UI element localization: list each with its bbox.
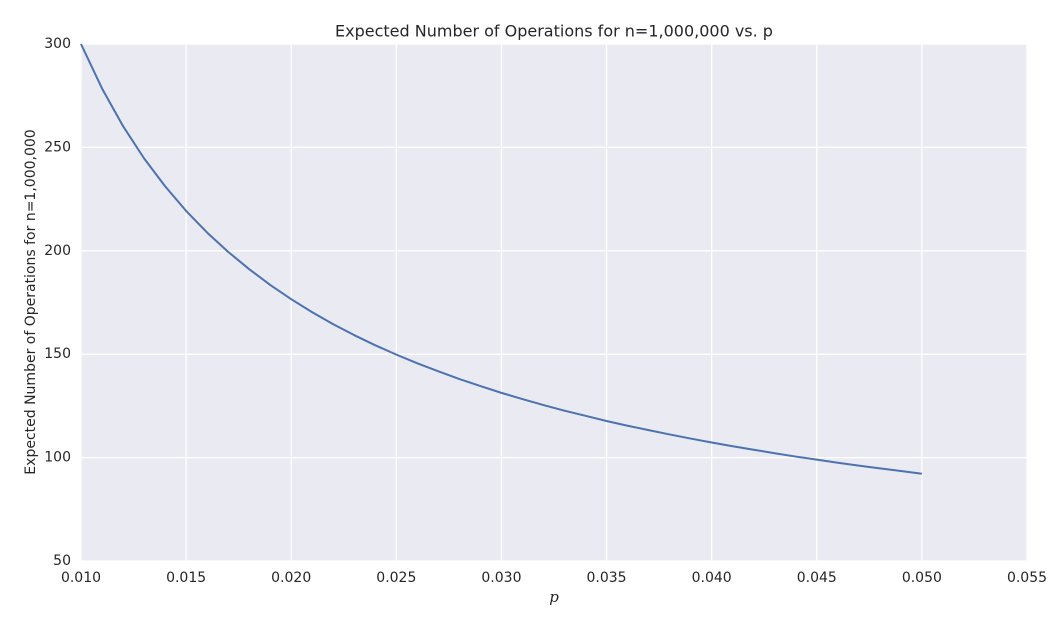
x-tick-label: 0.010: [61, 570, 101, 586]
x-tick-label: 0.030: [481, 570, 521, 586]
y-tick-label: 50: [53, 553, 71, 569]
y-tick-label: 300: [44, 36, 71, 52]
plot-area: [81, 44, 1027, 561]
y-tick-label: 100: [44, 450, 71, 466]
x-tick-label: 0.015: [166, 570, 206, 586]
y-tick-label: 250: [44, 139, 71, 155]
chart-title: Expected Number of Operations for n=1,00…: [335, 22, 773, 41]
y-tick-label: 200: [44, 243, 71, 259]
x-tick-label: 0.040: [692, 570, 732, 586]
y-axis-label: Expected Number of Operations for n=1,00…: [23, 129, 39, 474]
x-tick-label: 0.045: [797, 570, 837, 586]
x-tick-label: 0.025: [376, 570, 416, 586]
line: [80, 43, 923, 475]
x-tick-label: 0.020: [271, 570, 311, 586]
x-tick-label: 0.050: [902, 570, 942, 586]
y-tick-label: 150: [44, 346, 71, 362]
x-axis-label: p: [549, 588, 559, 606]
x-tick-label: 0.035: [587, 570, 627, 586]
x-tick-label: 0.055: [1007, 570, 1047, 586]
